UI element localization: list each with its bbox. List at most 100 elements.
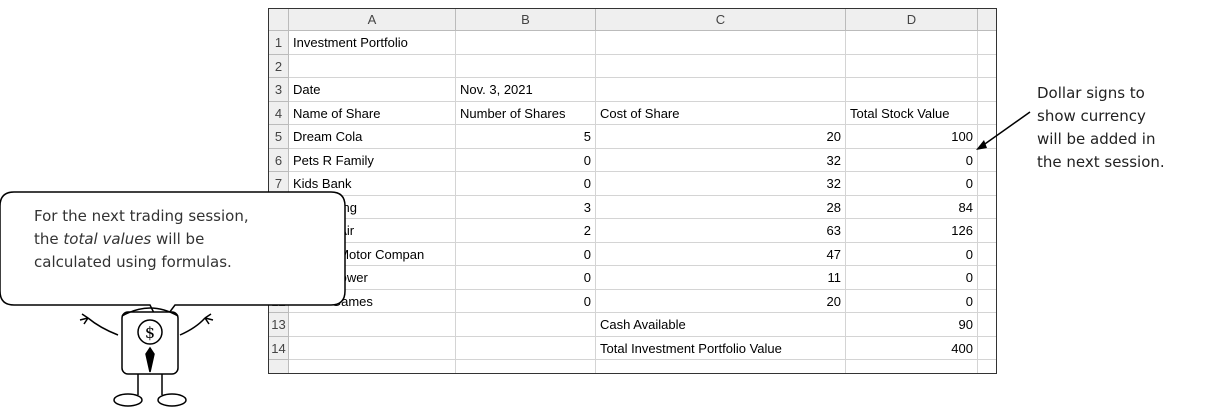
cell: 84 [846, 196, 978, 220]
cell: 47 [596, 243, 846, 267]
cell [596, 360, 846, 374]
row-number: 11 [269, 266, 289, 290]
cell [978, 219, 997, 243]
cell [596, 78, 846, 102]
cell: 0 [846, 266, 978, 290]
row-number: 8 [269, 196, 289, 220]
cell: 400 [846, 337, 978, 361]
note-line: the next session. [1037, 151, 1165, 174]
column-header: B [456, 9, 596, 31]
cell: Investment Portfolio [289, 31, 456, 55]
cell: Pets R Family [289, 149, 456, 173]
cell [978, 337, 997, 361]
row-number: 6 [269, 149, 289, 173]
cell: Games [289, 290, 456, 314]
cell: Total Investment Portfolio Value [596, 337, 846, 361]
cell: 32 [596, 172, 846, 196]
cell: 11 [596, 266, 846, 290]
cell [846, 78, 978, 102]
cell: 0 [456, 149, 596, 173]
cell: Cost of Share [596, 102, 846, 126]
cell [978, 172, 997, 196]
row-number: 14 [269, 337, 289, 361]
note-line: For the next trading session, [34, 205, 249, 228]
cell: Kids Bank [289, 172, 456, 196]
cell [456, 337, 596, 361]
note-emphasis: total values [63, 230, 151, 248]
cell [978, 149, 997, 173]
note-line: calculated using formulas. [34, 251, 249, 274]
cell [456, 360, 596, 374]
cell [978, 102, 997, 126]
note-line: will be added in [1037, 128, 1165, 151]
cell [289, 55, 456, 79]
cell [978, 125, 997, 149]
cell [456, 55, 596, 79]
formula-note: For the next trading session, the total … [34, 205, 249, 274]
cell [846, 31, 978, 55]
note-line: show currency [1037, 105, 1165, 128]
mascot: $ [80, 308, 213, 406]
note-line: the total values will be [34, 228, 249, 251]
cell: Dream Cola [289, 125, 456, 149]
cell: 126 [846, 219, 978, 243]
cell [846, 360, 978, 374]
cell [978, 31, 997, 55]
column-header [978, 9, 997, 31]
cell: 0 [456, 290, 596, 314]
cell: 0 [846, 290, 978, 314]
cell: 100 [846, 125, 978, 149]
cell: 90 [846, 313, 978, 337]
cell [978, 196, 997, 220]
svg-text:$: $ [145, 323, 155, 342]
note-text: the [34, 230, 63, 248]
column-header: C [596, 9, 846, 31]
cell: 0 [846, 149, 978, 173]
cell: Number of Shares [456, 102, 596, 126]
cell [289, 360, 456, 374]
cell: 3 [456, 196, 596, 220]
cell: 0 [456, 172, 596, 196]
row-number: 9 [269, 219, 289, 243]
cell: 0 [846, 172, 978, 196]
cell: 2 [456, 219, 596, 243]
row-number: 2 [269, 55, 289, 79]
cell: 63 [596, 219, 846, 243]
cell: King [289, 196, 456, 220]
cell: Name of Share [289, 102, 456, 126]
row-number: 13 [269, 313, 289, 337]
cell: 5 [456, 125, 596, 149]
cell [978, 78, 997, 102]
cell [289, 337, 456, 361]
cell [596, 31, 846, 55]
cell: oMotor Compan [289, 243, 456, 267]
currency-note: Dollar signs to show currency will be ad… [1037, 82, 1165, 174]
cell: 0 [456, 243, 596, 267]
cell: 28 [596, 196, 846, 220]
cell [978, 243, 997, 267]
cell: 20 [596, 290, 846, 314]
row-number: 3 [269, 78, 289, 102]
cell [456, 313, 596, 337]
row-number [269, 360, 289, 374]
cell [978, 313, 997, 337]
row-number: 12 [269, 290, 289, 314]
page: ABCD1Investment Portfolio23DateNov. 3, 2… [0, 0, 1208, 410]
row-number: 1 [269, 31, 289, 55]
cell [978, 266, 997, 290]
cell: oAir [289, 219, 456, 243]
cell [846, 55, 978, 79]
cell [456, 31, 596, 55]
cell [978, 55, 997, 79]
cell [289, 313, 456, 337]
cell [596, 55, 846, 79]
note-text: will be [151, 230, 204, 248]
cell: Total Stock Value [846, 102, 978, 126]
cell: 32 [596, 149, 846, 173]
row-number: 4 [269, 102, 289, 126]
column-header: D [846, 9, 978, 31]
cell: Power [289, 266, 456, 290]
row-number: 5 [269, 125, 289, 149]
cell: Cash Available [596, 313, 846, 337]
